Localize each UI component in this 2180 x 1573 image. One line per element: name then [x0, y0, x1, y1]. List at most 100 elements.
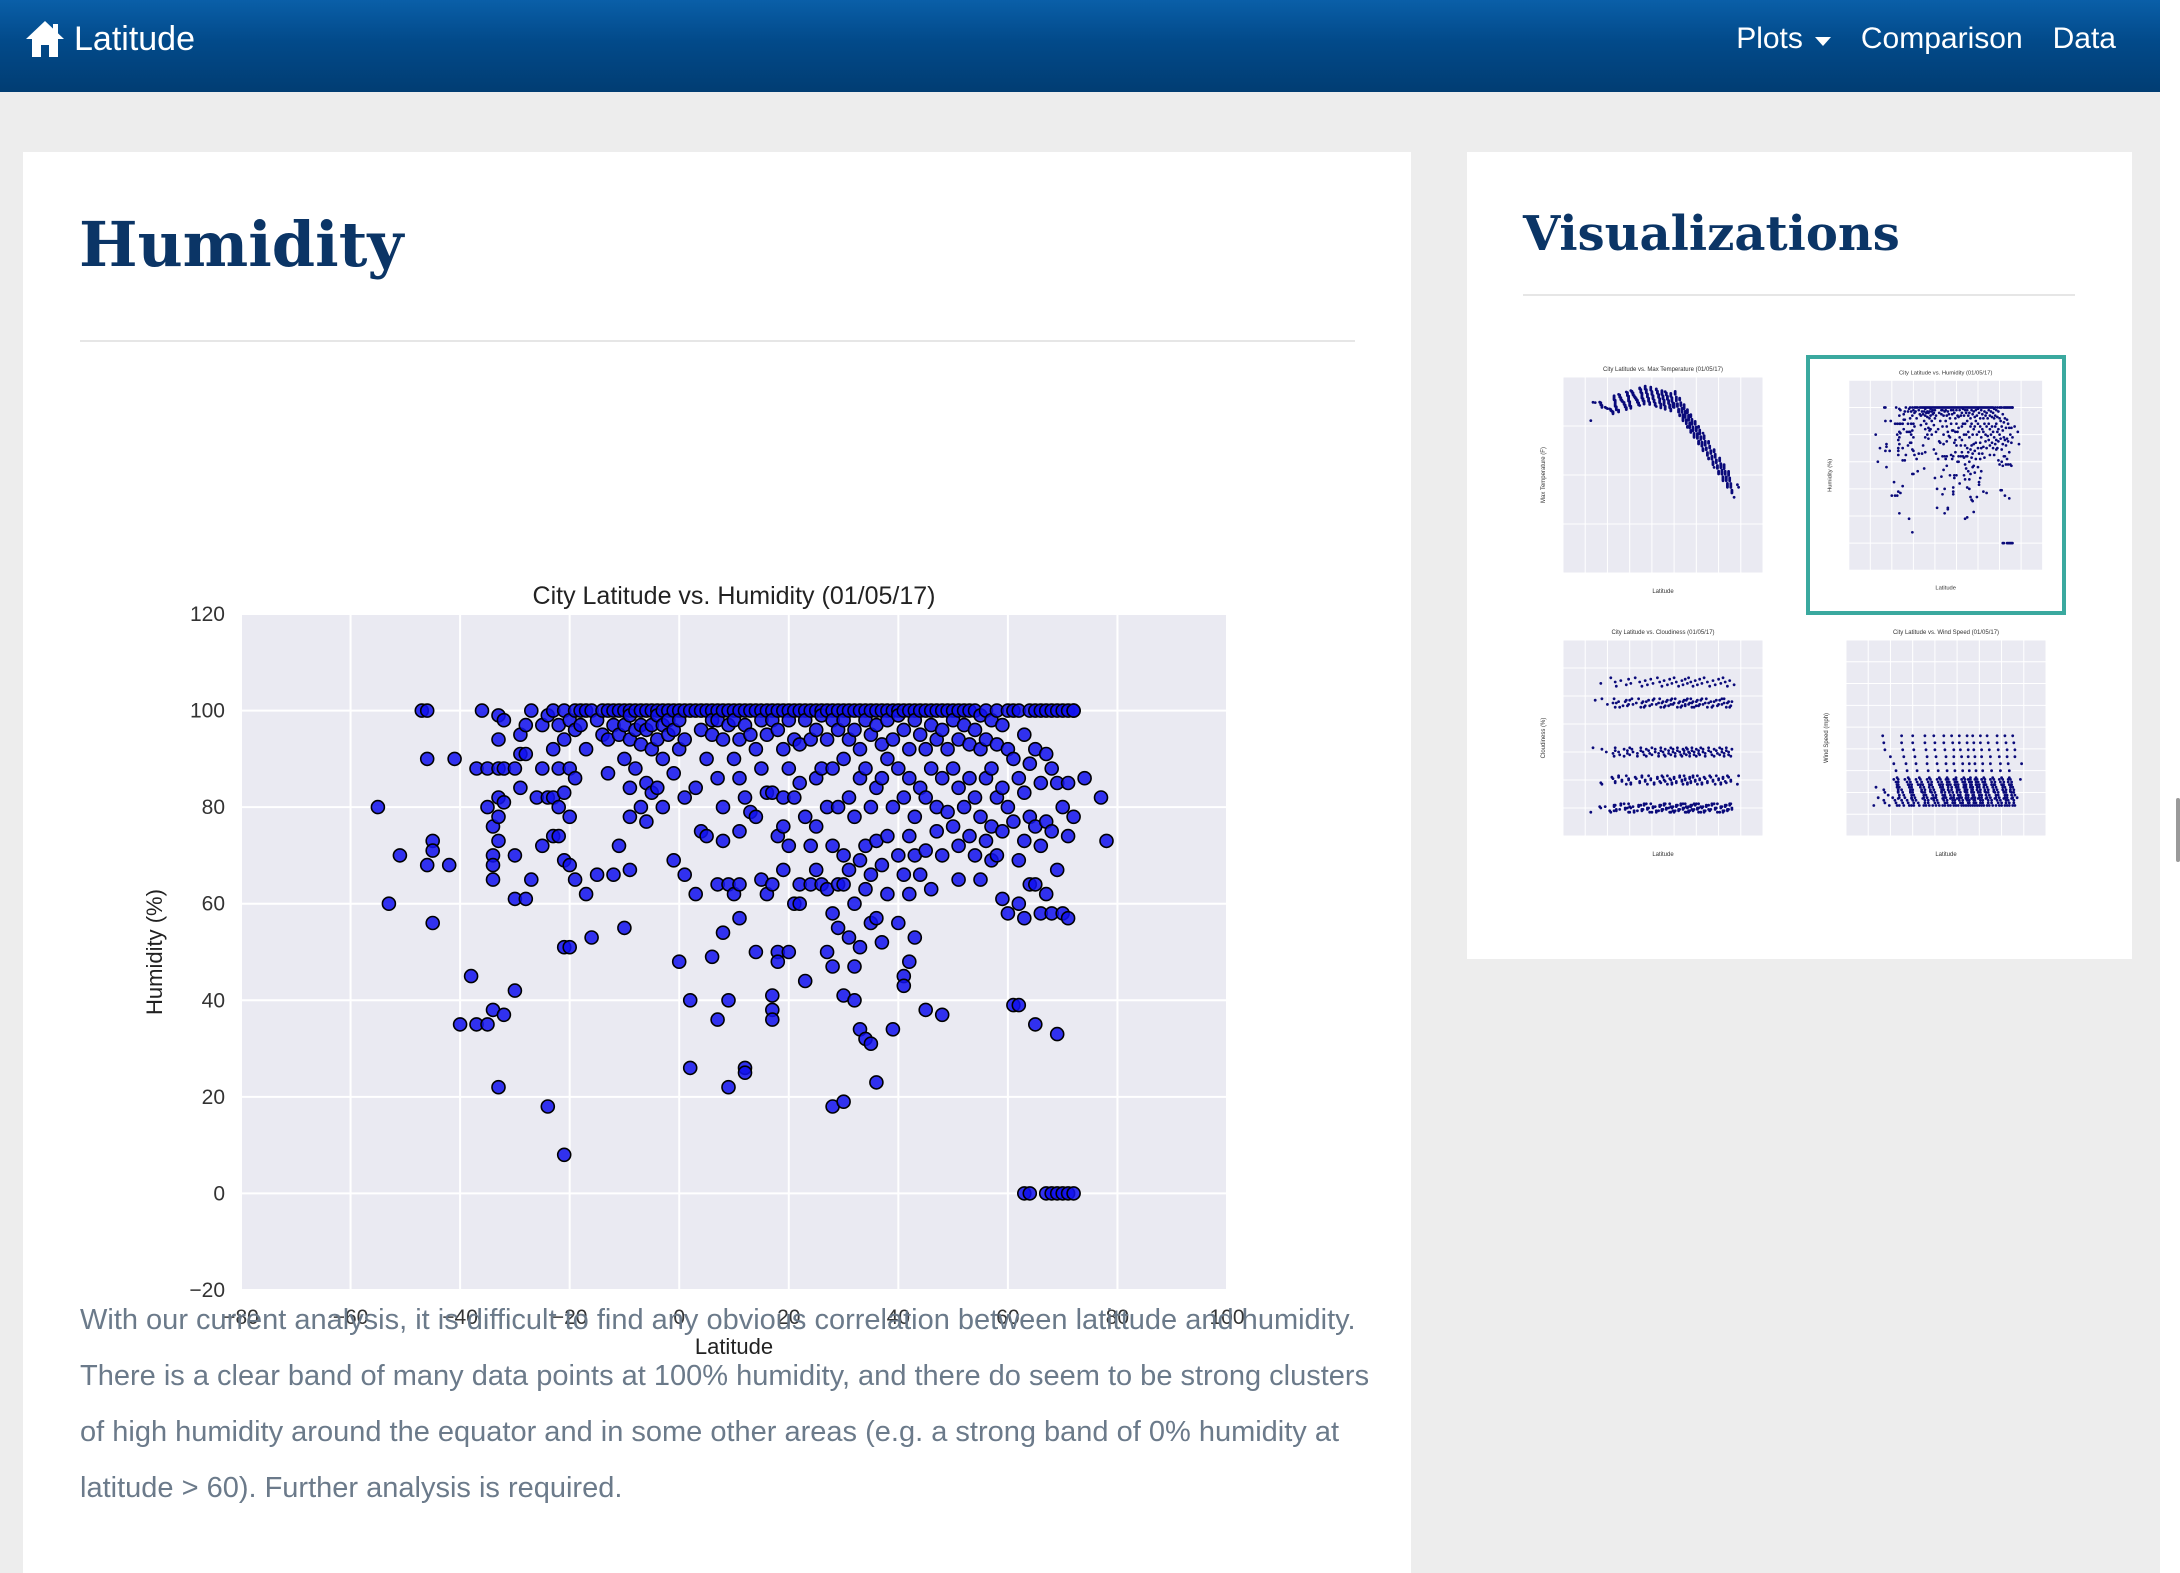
- scatter-point: [869, 1075, 884, 1090]
- thumbnail-point: [1899, 431, 1902, 435]
- thumbnail-point: [1972, 427, 1976, 431]
- scatter-point: [677, 867, 693, 883]
- scrollbar-thumb[interactable]: [2176, 798, 2180, 862]
- thumbnail-point: [1660, 684, 1664, 688]
- thumbnail-point: [1961, 762, 1965, 766]
- thumbnail-point: [1652, 782, 1656, 786]
- thumbnail-point: [1924, 748, 1928, 752]
- thumbnail-point: [1982, 430, 1985, 434]
- thumbnail-point: [1905, 780, 1909, 784]
- thumbnail-point: [1966, 755, 1970, 759]
- thumbnail-point: [1898, 511, 1901, 515]
- thumbnail-point: [1657, 752, 1660, 755]
- thumbnail-point: [1953, 798, 1957, 802]
- thumbnail-point: [1913, 425, 1916, 428]
- thumbnail-cloudiness[interactable]: City Latitude vs. Cloudiness (01/05/17) L…: [1523, 618, 1783, 878]
- thumbnail-point: [1933, 801, 1937, 805]
- thumbnail-point: [1940, 780, 1943, 784]
- thumbnail-point: [1959, 414, 1963, 417]
- scatter-point: [890, 761, 906, 776]
- thumbnail-point: [1950, 796, 1953, 800]
- thumbnail-point: [2003, 785, 2007, 789]
- visualizations-panel: Visualizations City Latitude vs. Max Tem…: [1467, 152, 2132, 959]
- scatter-point: [775, 862, 791, 878]
- thumbnail-point: [1702, 676, 1706, 680]
- thumbnail-point: [1961, 801, 1965, 805]
- thumbnail-point: [1921, 791, 1925, 794]
- nav-plots-dropdown[interactable]: Plots: [1736, 22, 1831, 56]
- thumbnail-point: [1703, 754, 1707, 758]
- thumbnail-point: [1728, 679, 1732, 682]
- thumbnail-point: [1611, 777, 1615, 780]
- thumbnail-point: [1920, 410, 1924, 413]
- thumbnail-point: [1950, 788, 1953, 792]
- thumbnail-point: [2002, 421, 2006, 424]
- thumbnail-point: [1669, 753, 1673, 757]
- thumbnail-point: [1997, 459, 2000, 462]
- thumbnail-point: [1737, 774, 1740, 778]
- thumbnail-point: [1716, 752, 1719, 755]
- thumbnail-point: [1934, 414, 1938, 417]
- thumbnail-humidity[interactable]: City Latitude vs. Humidity (01/05/17) Lat…: [1806, 355, 2066, 615]
- thumbnail-point: [1956, 793, 1960, 797]
- thumbnail-point: [1978, 441, 1982, 445]
- thumbnail-point: [1896, 490, 1900, 493]
- thumbnail-point: [2004, 444, 2008, 447]
- x-tick-label: 40: [887, 1306, 910, 1329]
- thumbnail-point: [1988, 414, 1992, 417]
- thumbnail-point: [1718, 746, 1722, 750]
- thumbnail-point: [1967, 801, 1971, 805]
- scatter-point: [573, 717, 588, 733]
- scatter-point: [677, 790, 693, 805]
- thumbnail-point: [1654, 810, 1658, 814]
- scatter-point: [951, 780, 966, 796]
- thumbnail-point: [1642, 753, 1646, 757]
- thumbnail-point: [2011, 541, 2014, 545]
- thumbnail-point: [1952, 762, 1956, 766]
- thumbnail-title: City Latitude vs. Max Temperature (01/05…: [1603, 367, 1723, 373]
- thumbnail-point: [1930, 783, 1933, 786]
- thumbnail-point: [1639, 746, 1643, 750]
- scatter-point: [775, 741, 791, 757]
- thumbnail-point: [1997, 804, 2001, 807]
- nav-comparison-link[interactable]: Comparison: [1861, 22, 2023, 56]
- scatter-point: [507, 983, 523, 998]
- thumbnail-point: [1712, 754, 1716, 758]
- thumbnail-point: [1983, 456, 1986, 460]
- scatter-point: [847, 992, 862, 1008]
- scrollbar-track[interactable]: [2160, 0, 2180, 1573]
- thumbnail-point: [2011, 406, 2014, 409]
- thumbnail-point: [1894, 406, 1898, 409]
- brand-link[interactable]: Latitude: [24, 0, 195, 78]
- thumbnail-point: [1663, 754, 1667, 758]
- nav-data-link[interactable]: Data: [2053, 22, 2116, 56]
- scatter-point: [699, 828, 714, 844]
- thumbnail-point: [1913, 755, 1917, 759]
- thumbnail-point: [1923, 734, 1927, 738]
- thumbnail-point: [1641, 808, 1645, 811]
- thumbnail-max-temperature[interactable]: City Latitude vs. Max Temperature (01/05…: [1523, 355, 1783, 615]
- thumbnail-point: [1657, 754, 1660, 758]
- thumbnail-point: [1985, 446, 1988, 450]
- thumbnail-point: [1952, 796, 1956, 800]
- thumbnail-point: [1919, 785, 1922, 789]
- thumbnail-point: [1922, 804, 1926, 807]
- thumbnail-point: [1993, 406, 1997, 409]
- thumbnail-point: [1922, 419, 1926, 423]
- thumbnail-point: [1964, 433, 1968, 436]
- thumbnail-point: [1603, 805, 1607, 808]
- thumbnail-wind-speed[interactable]: City Latitude vs. Wind Speed (01/05/17) L…: [1806, 618, 2066, 878]
- thumbnail-point: [1717, 778, 1720, 782]
- scatter-point: [562, 809, 578, 825]
- thumbnail-point: [1924, 804, 1928, 807]
- thumbnail-point: [1729, 754, 1733, 758]
- thumbnail-point: [1658, 697, 1662, 701]
- thumbnail-point: [1954, 783, 1958, 786]
- thumbnail-point: [1688, 809, 1692, 813]
- thumbnail-point: [1712, 450, 1716, 454]
- thumbnail-point: [1881, 734, 1885, 738]
- thumbnail-point: [2003, 438, 2007, 442]
- thumbnail-point: [1995, 788, 1999, 792]
- thumbnail-point: [1916, 406, 1920, 409]
- thumbnail-point: [1900, 741, 1903, 745]
